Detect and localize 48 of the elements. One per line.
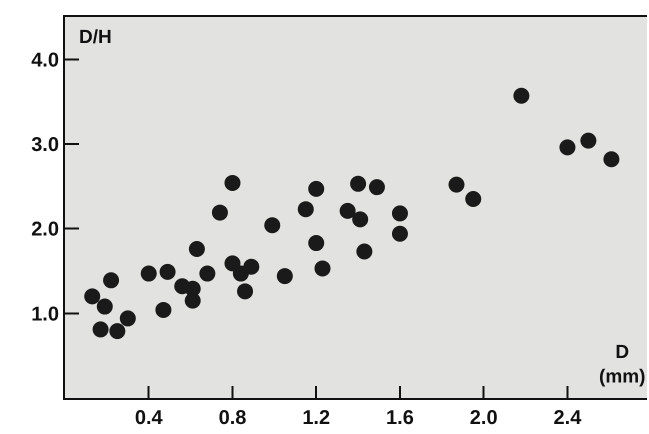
point <box>103 272 120 288</box>
point <box>184 292 201 309</box>
point <box>465 191 482 208</box>
point <box>188 240 205 257</box>
y-axis-title: D/H <box>79 27 112 48</box>
point <box>356 244 372 260</box>
point <box>224 255 240 272</box>
point <box>120 310 136 326</box>
y-tick-label: 4.0 <box>31 49 59 72</box>
point <box>212 204 228 221</box>
point <box>308 180 324 197</box>
point <box>160 264 176 280</box>
point <box>368 179 385 196</box>
point <box>96 298 113 315</box>
point <box>314 260 330 276</box>
point <box>340 202 356 219</box>
point <box>448 176 464 193</box>
point <box>513 88 530 104</box>
x-tick-label: 1.2 <box>302 407 330 429</box>
x-tick-label: 0.8 <box>218 407 246 429</box>
y-tick-label: 2.0 <box>31 218 59 241</box>
point <box>392 205 408 222</box>
point <box>559 139 576 156</box>
point <box>84 288 100 304</box>
x-tick-label: 2.4 <box>554 407 582 429</box>
x-tick-label: 2.0 <box>470 407 498 429</box>
point <box>155 302 172 318</box>
point <box>298 201 314 218</box>
point <box>237 283 254 300</box>
x-tick-label: 0.4 <box>134 407 164 429</box>
x-axis-title: D (mm) <box>599 342 646 388</box>
point <box>109 323 126 340</box>
point <box>92 321 109 338</box>
point <box>603 151 620 168</box>
y-tick-label: 3.0 <box>31 134 59 156</box>
point <box>264 217 280 234</box>
point <box>580 132 596 149</box>
point <box>352 211 368 228</box>
point <box>243 258 260 275</box>
point <box>392 226 408 242</box>
point <box>308 235 324 252</box>
point <box>224 174 240 191</box>
x-tick-label: 1.6 <box>386 407 414 429</box>
y-tick-label: 1.0 <box>31 303 59 326</box>
point <box>140 266 157 282</box>
point <box>276 268 293 284</box>
point <box>199 266 216 282</box>
point <box>350 176 366 192</box>
